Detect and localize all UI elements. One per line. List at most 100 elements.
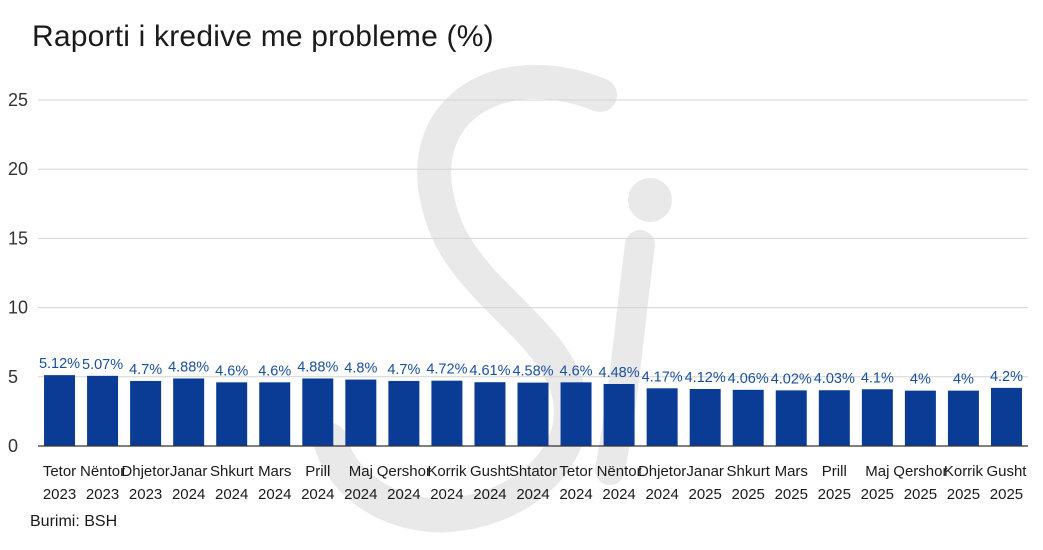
x-tick-label-month: Shkurt xyxy=(210,463,254,480)
x-tick-label-month: Nëntor xyxy=(80,463,125,480)
x-tick-label-year: 2024 xyxy=(344,486,377,503)
source-note: Burimi: BSH xyxy=(30,513,118,530)
bar xyxy=(818,390,850,446)
data-label: 4% xyxy=(953,372,974,388)
x-tick-label-month: Mars xyxy=(258,463,291,480)
bar xyxy=(861,389,893,446)
x-tick-label-month: Korrik xyxy=(944,463,984,480)
bar xyxy=(388,380,420,446)
chart-title: Raporti i kredive me probleme (%) xyxy=(32,20,494,53)
x-tick-label-month: Dhjetor xyxy=(121,463,169,480)
x-tick-label-year: 2024 xyxy=(559,486,592,503)
x-tick-label-year: 2023 xyxy=(43,486,76,503)
y-tick-label: 15 xyxy=(8,228,28,248)
x-tick-label-month: Tetor xyxy=(559,463,592,480)
data-label: 4.88% xyxy=(297,359,338,375)
bar xyxy=(517,382,549,446)
bar xyxy=(216,382,248,446)
data-label: 4.8% xyxy=(344,361,377,377)
x-tick-label-month: Qershor xyxy=(893,463,947,480)
x-tick-label-year: 2024 xyxy=(387,486,420,503)
data-label: 4.88% xyxy=(168,359,209,375)
data-label: 4.2% xyxy=(990,369,1023,385)
data-label: 4.6% xyxy=(258,363,291,379)
data-label: 4.06% xyxy=(728,371,769,387)
data-label: 4.12% xyxy=(685,370,726,386)
x-tick-label-year: 2025 xyxy=(775,486,808,503)
x-tick-label-month: Qershor xyxy=(377,463,431,480)
data-label: 4.03% xyxy=(814,371,855,387)
x-tick-label-month: Tetor xyxy=(43,463,76,480)
bar xyxy=(603,383,635,446)
data-label: 4.7% xyxy=(129,362,162,378)
data-label: 4.6% xyxy=(215,363,248,379)
x-tick-label-year: 2024 xyxy=(215,486,248,503)
x-tick-label-month: Gusht xyxy=(986,463,1027,480)
x-tick-label-month: Nëntor xyxy=(597,463,642,480)
x-tick-label-month: Mars xyxy=(775,463,808,480)
x-tick-label-year: 2025 xyxy=(904,486,937,503)
y-tick-label: 10 xyxy=(8,298,28,318)
data-label: 4.7% xyxy=(387,362,420,378)
x-tick-label-year: 2024 xyxy=(516,486,549,503)
bar xyxy=(173,378,205,446)
bar xyxy=(775,390,807,446)
bar xyxy=(259,382,291,446)
y-tick-label: 20 xyxy=(8,159,28,179)
x-tick-label-year: 2025 xyxy=(990,486,1023,503)
data-label: 4.61% xyxy=(469,363,510,379)
bar xyxy=(130,380,162,446)
x-tick-label-year: 2024 xyxy=(645,486,678,503)
bar xyxy=(345,379,377,446)
y-tick-label: 5 xyxy=(8,367,18,387)
data-label: 4.6% xyxy=(560,363,593,379)
data-label: 5.07% xyxy=(82,357,123,373)
x-tick-label-month: Maj xyxy=(865,463,889,480)
bar xyxy=(990,387,1022,446)
data-label: 4.58% xyxy=(512,364,553,380)
data-label: 4% xyxy=(910,372,931,388)
x-tick-label-month: Prill xyxy=(822,463,847,480)
bar xyxy=(904,390,936,446)
x-tick-label-month: Janar xyxy=(686,463,724,480)
data-label: 4.17% xyxy=(642,369,683,385)
x-tick-label-year: 2025 xyxy=(818,486,851,503)
x-tick-label-year: 2023 xyxy=(129,486,162,503)
x-tick-label-year: 2023 xyxy=(86,486,119,503)
x-tick-label-year: 2025 xyxy=(947,486,980,503)
bar xyxy=(431,380,463,446)
x-tick-label-month: Janar xyxy=(170,463,208,480)
x-tick-label-year: 2024 xyxy=(430,486,463,503)
watermark-i-dot xyxy=(628,178,672,222)
data-label: 4.72% xyxy=(426,362,467,378)
y-tick-label: 0 xyxy=(8,436,18,456)
x-axis: Tetor2023Nëntor2023Dhjetor2023Janar2024S… xyxy=(38,445,1028,503)
data-labels: 5.12% 5.07% 4.7% 4.88% 4.6% 4.6% 4.88% 4.8% 4.7%… xyxy=(39,356,1023,388)
bar xyxy=(732,389,764,446)
x-tick-label-month: Prill xyxy=(305,463,330,480)
x-tick-label-month: Shkurt xyxy=(727,463,771,480)
y-axis: 0 5 10 15 20 25 xyxy=(8,90,28,456)
watermark-logo xyxy=(313,64,672,533)
bar xyxy=(947,390,979,446)
x-tick-label-month: Gusht xyxy=(470,463,511,480)
x-tick-label-month: Maj xyxy=(349,463,373,480)
bar xyxy=(87,375,119,446)
bar xyxy=(44,375,76,446)
x-tick-label-year: 2025 xyxy=(732,486,765,503)
data-label: 4.48% xyxy=(599,365,640,381)
bars xyxy=(44,375,1022,446)
y-tick-label: 25 xyxy=(8,90,28,110)
x-tick-label-year: 2024 xyxy=(258,486,291,503)
bar xyxy=(689,388,721,446)
data-label: 4.02% xyxy=(771,371,812,387)
data-label: 4.1% xyxy=(861,370,894,386)
data-label: 5.12% xyxy=(39,356,80,372)
x-tick-label-year: 2024 xyxy=(172,486,205,503)
x-tick-label-year: 2024 xyxy=(301,486,334,503)
x-tick-label-year: 2025 xyxy=(861,486,894,503)
x-tick-label-month: Korrik xyxy=(427,463,467,480)
x-tick-label-month: Shtator xyxy=(509,463,557,480)
watermark-s-stroke xyxy=(313,64,617,533)
